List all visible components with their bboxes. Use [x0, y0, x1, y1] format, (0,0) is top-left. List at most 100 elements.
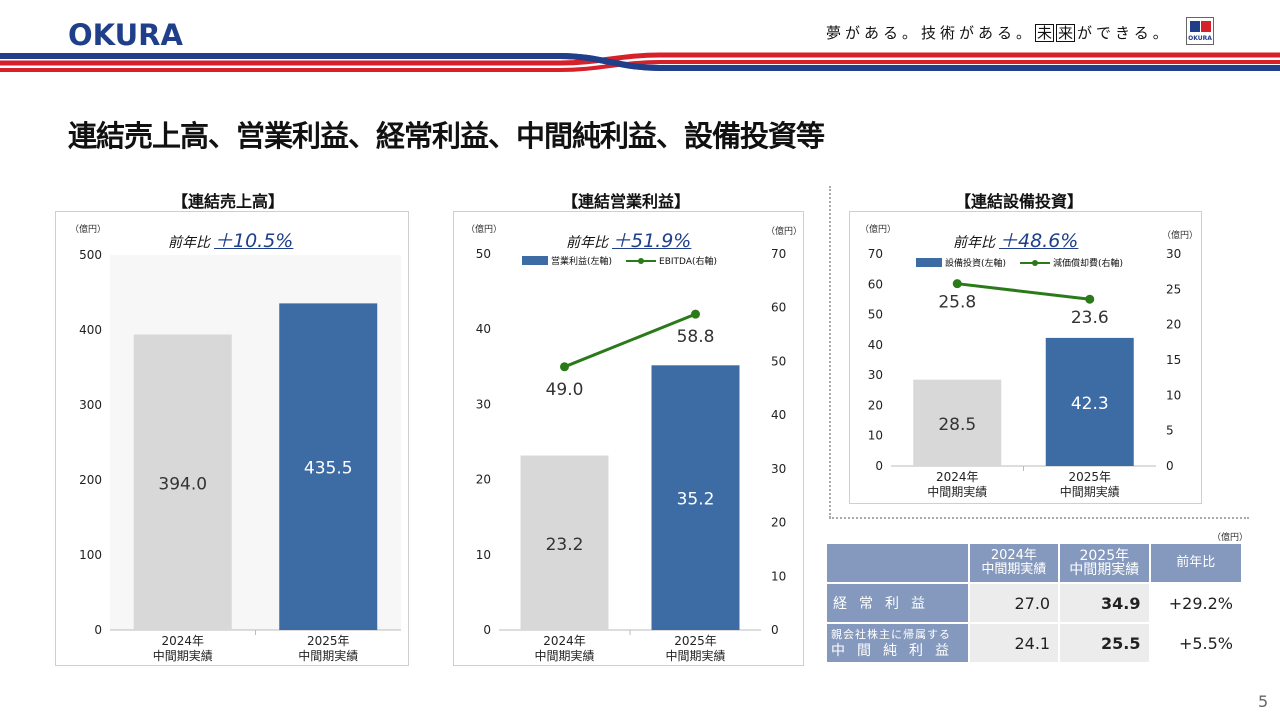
yoy-sales: 前年比 ＋10.5%: [168, 230, 294, 252]
unit-label-left: （億円）: [860, 225, 897, 235]
x-tick-label: 2025年: [307, 634, 350, 648]
x-tick-label: 中間期実績: [298, 648, 358, 663]
row-label-net-income: 親会社株主に帰属する 中間純利益: [825, 622, 970, 664]
bar-0: [913, 379, 1002, 466]
line-point-0: [952, 279, 962, 289]
bar-1: [279, 303, 378, 630]
yoy-capex: 前年比 ＋48.6%: [953, 230, 1079, 252]
op-chart: 0 10 20 30 40 50 0 10 20 30 40 50 60 70 23.2 2024年中間期実績…: [476, 247, 787, 663]
capex-chart: 0 10 20 30 40 50 60 70 0 5 10 15 20 25 30 28.5 2024年中間期実…: [868, 247, 1182, 499]
y2-tick-label: 20: [771, 516, 786, 530]
x-tick-label: 2024年: [543, 634, 586, 648]
slogan: 夢がある。技術がある。未来ができる。: [826, 24, 1172, 42]
unit-label-right: （億円）: [1162, 231, 1199, 241]
page-number: 5: [1258, 692, 1269, 711]
y-tick-label: 30: [476, 397, 491, 411]
x-tick-label: 中間期実績: [153, 648, 213, 663]
divider-vertical: [829, 186, 831, 518]
y-tick-label: 200: [79, 473, 102, 487]
panel-title-op: 【連結営業利益】: [562, 192, 691, 211]
table-header-row: 2024年 中間期実績 2025年 中間期実績 前年比: [825, 542, 1244, 584]
cell-value: 34.9: [1058, 582, 1151, 624]
y2-tick-label: 0: [771, 623, 779, 637]
table-unit: （億円）: [1212, 533, 1249, 543]
y-tick-label: 40: [476, 322, 491, 336]
x-tick-label: 中間期実績: [534, 648, 594, 663]
y-tick-label: 20: [868, 398, 883, 412]
bar-value-label: 28.5: [938, 415, 976, 435]
bar-value-label: 42.3: [1071, 394, 1109, 414]
y-tick-label: 50: [868, 308, 883, 322]
x-tick-label: 2025年: [674, 634, 717, 648]
table-header-yoy: 前年比: [1148, 542, 1244, 584]
series-line: [563, 312, 697, 369]
x-tick-label: 中間期実績: [1060, 484, 1120, 499]
line-point-1: [691, 309, 700, 319]
y-tick-label: 60: [868, 277, 883, 291]
series-line: [957, 282, 1090, 301]
slogan-box-2: 来: [1056, 24, 1076, 42]
y-tick-label: 40: [868, 338, 883, 352]
y-tick-label: 500: [79, 248, 102, 262]
y-tick-label: 0: [483, 623, 491, 637]
mini-logo-icon: OKURA: [1186, 17, 1214, 45]
y2-tick-label: 10: [771, 569, 786, 583]
x-tick-label: 2024年: [936, 470, 979, 484]
y-tick-label: 0: [94, 623, 102, 637]
y2-tick-label: 70: [771, 247, 786, 261]
x-tick-label: 2024年: [161, 634, 204, 648]
cell-value: +5.5%: [1148, 622, 1244, 664]
y2-tick-label: 30: [1166, 247, 1181, 261]
y2-tick-label: 30: [771, 462, 786, 476]
y2-tick-label: 10: [1166, 388, 1181, 402]
y-tick-label: 70: [868, 247, 883, 261]
table-header-empty: [825, 542, 970, 584]
y-tick-label: 0: [875, 459, 883, 473]
row-label-ordinary-profit: 経常利益: [825, 582, 970, 624]
y-tick-label: 100: [79, 548, 102, 562]
y2-tick-label: 60: [771, 301, 786, 315]
chart-panel-op: （億円） （億円） 前年比 ＋51.9% 営業利益(左軸) EBITDA(右軸) 0…: [453, 211, 804, 666]
table-header-2025: 2025年 中間期実績: [1058, 542, 1151, 584]
cell-value: +29.2%: [1148, 582, 1244, 624]
bar-value-label: 394.0: [158, 474, 207, 494]
chart-panel-sales: （億円） 前年比 ＋10.5% 0 100 200 300 400 500 394.0 2024…: [55, 211, 409, 666]
panel-title-sales: 【連結売上高】: [172, 192, 285, 211]
y2-tick-label: 25: [1166, 282, 1181, 296]
bar-value-label: 35.2: [677, 490, 715, 510]
bar-value-label: 435.5: [304, 459, 353, 479]
table-row: 経常利益 27.0 34.9 +29.2%: [825, 582, 1244, 624]
bar-1: [651, 365, 740, 630]
header-stripes: [0, 52, 1280, 72]
okura-logo: OKURA: [68, 18, 183, 52]
y2-tick-label: 20: [1166, 318, 1181, 332]
bar-0: [133, 334, 232, 630]
y2-tick-label: 50: [771, 354, 786, 368]
y-tick-label: 30: [868, 368, 883, 382]
y2-tick-label: 40: [771, 408, 786, 422]
unit-label-right: （億円）: [766, 227, 803, 237]
y-tick-label: 50: [476, 247, 491, 261]
y2-tick-label: 5: [1166, 424, 1174, 438]
cell-value: 27.0: [967, 582, 1061, 624]
y-tick-label: 400: [79, 323, 102, 337]
divider-horizontal: [829, 517, 1249, 519]
bar-value-label: 23.2: [546, 535, 584, 555]
x-tick-label: 2025年: [1068, 470, 1111, 484]
page-title: 連結売上高、営業利益、経常利益、中間純利益、設備投資等: [68, 119, 825, 153]
y-tick-label: 10: [868, 429, 883, 443]
summary-table: 2024年 中間期実績 2025年 中間期実績 前年比 経常利益 27.0 34…: [825, 542, 1244, 664]
line-point-0: [560, 362, 569, 372]
table-row: 親会社株主に帰属する 中間純利益 24.1 25.5 +5.5%: [825, 622, 1244, 664]
slogan-box-1: 未: [1035, 24, 1055, 42]
x-tick-label: 中間期実績: [927, 484, 987, 499]
y-tick-label: 20: [476, 473, 491, 487]
panel-title-capex: 【連結設備投資】: [955, 192, 1084, 211]
unit-label: （億円）: [70, 225, 107, 235]
line-value-label: 23.6: [1071, 308, 1109, 328]
legend-capex: 設備投資(左軸) 減価償却費(右軸): [916, 256, 1123, 269]
y-tick-label: 10: [476, 548, 491, 562]
cell-value: 24.1: [967, 622, 1061, 664]
x-tick-label: 中間期実績: [665, 648, 725, 663]
